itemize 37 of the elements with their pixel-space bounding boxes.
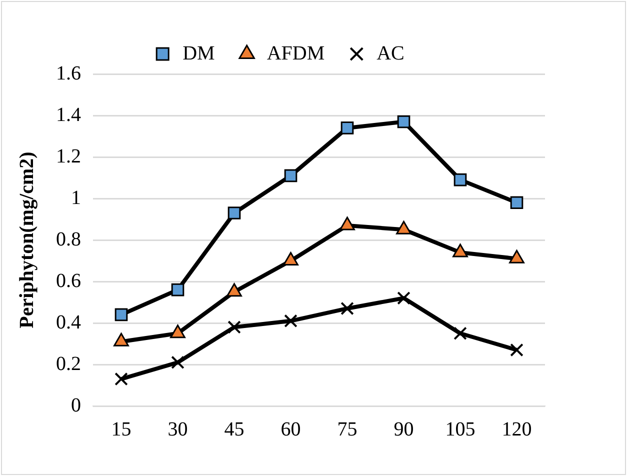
y-tick-label: 1.2 [56,145,81,168]
point [114,308,128,322]
y-tick-label: 0.2 [56,352,81,375]
point [228,206,241,220]
point [397,115,410,128]
point [454,173,467,186]
point [284,169,298,182]
point [340,122,354,134]
y-tick-label: 1.4 [56,104,81,126]
point [454,326,467,340]
point [510,343,524,357]
y-tick-label: 1 [71,186,81,209]
x-tick-label: 120 [502,418,532,440]
legend-label: AFDM [266,42,325,64]
point [397,291,410,305]
legend-label: DM [182,42,216,64]
x-tick-label: 105 [445,418,476,440]
x-tick-label: 75 [337,418,358,440]
point [171,283,184,296]
y-tick-label: 1.6 [56,62,81,84]
point [340,302,354,316]
point [510,196,524,210]
x-tick-label: 60 [280,418,301,440]
legend-label: AC [376,42,404,64]
point [171,356,184,370]
x-tick-label: 15 [111,418,132,440]
y-tick-label: 0 [71,394,81,416]
point [114,372,128,386]
x-tick-label: 90 [394,418,414,440]
y-tick-label: 0.6 [56,270,81,292]
x-tick-label: 45 [224,418,244,440]
point [228,320,241,334]
y-axis-title: Periphyton(mg/cm2) [16,152,38,328]
y-tick-label: 0.4 [56,311,81,334]
point [284,314,298,328]
y-tick-label: 0.8 [56,228,81,250]
x-tick-label: 30 [168,418,188,440]
